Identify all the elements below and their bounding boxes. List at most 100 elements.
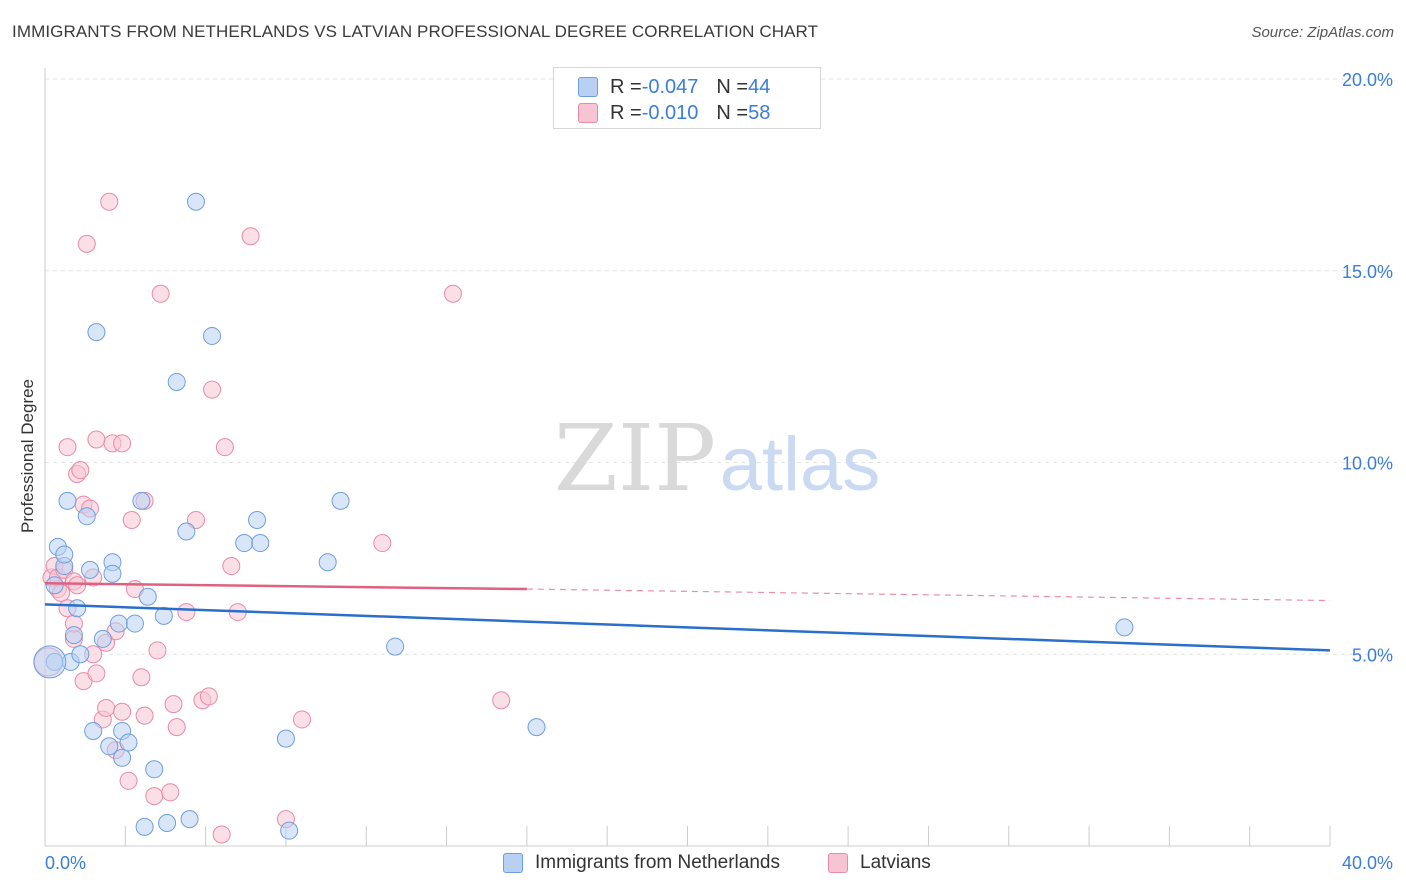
- latvians-point: [119, 771, 138, 790]
- latvians-point: [177, 603, 196, 622]
- latvians-point: [87, 430, 106, 449]
- netherlands-point: [45, 576, 64, 595]
- y-tick-label: 10.0%: [1342, 454, 1393, 474]
- series-legend: Immigrants from Netherlands Latvians: [0, 852, 1406, 878]
- watermark-atlas: atlas: [720, 422, 881, 507]
- trend-lines: [44, 582, 1331, 652]
- latvians-point: [293, 710, 311, 729]
- legend-item-latvians[interactable]: Latvians: [828, 852, 931, 874]
- netherlands-point: [1115, 618, 1134, 637]
- latvians-point: [122, 511, 141, 530]
- latvians-point: [199, 687, 218, 706]
- latvians-point: [151, 284, 170, 303]
- latvians-point: [161, 783, 180, 802]
- netherlands-point: [158, 813, 177, 832]
- y-tick-label: 5.0%: [1352, 645, 1393, 665]
- netherlands-point: [77, 507, 96, 526]
- netherlands-point: [251, 534, 270, 553]
- netherlands-point: [119, 733, 138, 752]
- latvians-point: [373, 534, 392, 553]
- netherlands-point: [276, 729, 295, 748]
- latvians-point: [97, 698, 116, 717]
- legend-swatch-pink: [578, 103, 598, 123]
- netherlands-point: [100, 737, 119, 756]
- x-tick-label: 40.0%: [1342, 853, 1393, 873]
- latvians-point: [68, 576, 87, 595]
- y-tick-label: 20.0%: [1342, 70, 1393, 90]
- netherlands-point: [180, 810, 199, 829]
- netherlands-point: [248, 511, 267, 530]
- latvians-point: [203, 380, 222, 399]
- legend-row-latvians: R = -0.010 N = 58: [578, 101, 770, 125]
- chart-source: Source: ZipAtlas.com: [1251, 24, 1394, 41]
- x-tick-label: 0.0%: [45, 853, 86, 873]
- grid-layer: [45, 78, 1392, 655]
- netherlands-points: [33, 192, 1134, 840]
- netherlands-point: [235, 534, 254, 553]
- chart-title: IMMIGRANTS FROM NETHERLANDS VS LATVIAN P…: [12, 22, 819, 41]
- latvians-point: [77, 234, 96, 253]
- netherlands-point: [318, 553, 337, 572]
- netherlands-point: [186, 192, 205, 211]
- netherlands-point: [93, 629, 112, 648]
- netherlands-point: [177, 522, 196, 541]
- latvians-trend-line: [44, 582, 527, 591]
- correlation-legend: R = -0.047 N = 44 R = -0.010 N = 58: [553, 67, 821, 129]
- legend-swatch-pink: [828, 853, 848, 873]
- latvians-point: [113, 702, 132, 721]
- legend-n-label: N =: [716, 101, 749, 124]
- legend-label-latvians: Latvians: [860, 852, 931, 873]
- latvians-point: [135, 706, 154, 725]
- netherlands-point: [64, 626, 83, 645]
- legend-r-value: -0.047: [641, 75, 699, 98]
- latvians-point: [212, 825, 231, 844]
- latvians-point: [113, 434, 132, 453]
- netherlands-point: [145, 760, 164, 779]
- latvians-point: [186, 511, 205, 530]
- netherlands-trend-line: [44, 603, 1331, 652]
- netherlands-point: [132, 491, 151, 510]
- netherlands-point: [167, 372, 186, 391]
- latvians-point: [215, 438, 234, 457]
- legend-row-netherlands: R = -0.047 N = 44: [578, 75, 770, 99]
- netherlands-point: [138, 587, 157, 606]
- netherlands-point: [87, 323, 106, 342]
- netherlands-point: [55, 545, 74, 564]
- latvians-point: [145, 787, 164, 806]
- netherlands-point-cluster: [33, 645, 67, 679]
- legend-n-value: 44: [748, 75, 771, 98]
- y-axis-label: Professional Degree: [18, 378, 37, 534]
- legend-r-label: R =: [610, 75, 642, 98]
- legend-swatch-blue: [578, 77, 598, 97]
- latvians-point: [87, 664, 106, 683]
- latvians-point: [58, 438, 77, 457]
- latvians-point: [164, 695, 183, 714]
- netherlands-point: [135, 817, 154, 836]
- legend-r-label: R =: [610, 101, 642, 124]
- latvians-point: [71, 461, 90, 480]
- latvians-trend-extension: [526, 588, 1331, 602]
- legend-n-value: 58: [748, 101, 771, 124]
- latvians-point: [222, 557, 241, 576]
- legend-r-value: -0.010: [641, 101, 699, 124]
- netherlands-point: [113, 748, 132, 767]
- legend-item-netherlands[interactable]: Immigrants from Netherlands: [503, 852, 780, 874]
- latvians-point: [492, 691, 511, 710]
- netherlands-point: [103, 564, 122, 583]
- latvians-point: [148, 641, 167, 660]
- netherlands-point: [71, 645, 90, 664]
- tick-labels: 5.0% 10.0% 15.0% 20.0% 0.0% 40.0%: [45, 70, 1393, 873]
- legend-label-netherlands: Immigrants from Netherlands: [535, 852, 780, 873]
- latvians-point: [132, 668, 151, 687]
- netherlands-point: [109, 614, 128, 633]
- y-tick-label: 15.0%: [1342, 262, 1393, 282]
- netherlands-point: [125, 614, 144, 633]
- latvians-point: [443, 284, 462, 303]
- legend-swatch-blue: [503, 853, 523, 873]
- netherlands-point: [58, 491, 77, 510]
- latvians-point: [100, 192, 119, 211]
- netherlands-point: [68, 599, 87, 618]
- netherlands-point: [386, 637, 405, 656]
- latvians-point: [241, 227, 260, 246]
